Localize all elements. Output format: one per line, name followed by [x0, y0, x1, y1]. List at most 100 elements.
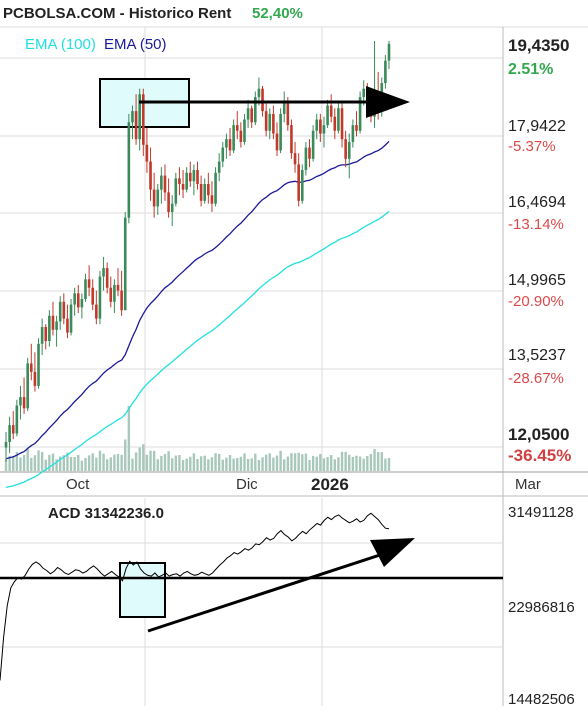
- candle-body: [347, 141, 351, 159]
- candle-body: [282, 102, 286, 114]
- candle-body: [131, 111, 134, 123]
- candle-body: [145, 144, 149, 162]
- volume-bar: [340, 451, 344, 471]
- volume-bars: [4, 406, 391, 471]
- candle-body: [138, 94, 141, 140]
- x-tick-label: Mar: [515, 476, 541, 493]
- acd-layer: [0, 512, 503, 681]
- candle-body: [55, 321, 58, 330]
- price-grid: [0, 26, 588, 706]
- volume-bar: [120, 454, 123, 471]
- candle-body: [167, 192, 170, 213]
- volume-bar: [167, 451, 170, 471]
- volume-bar: [8, 455, 11, 471]
- ema100-line: [5, 210, 390, 489]
- annotation-lines: [139, 86, 410, 118]
- candle-body: [387, 43, 391, 61]
- price-label: 16,4694: [508, 194, 566, 211]
- candle-body: [80, 298, 84, 308]
- price-label: 19,4350: [508, 36, 569, 55]
- candle-body: [149, 161, 152, 190]
- candle-body: [170, 203, 174, 213]
- volume-bar: [185, 458, 188, 471]
- annotation-arrowhead: [366, 86, 410, 118]
- volume-bar: [174, 455, 178, 471]
- candle-body: [290, 125, 293, 154]
- volume-bar: [131, 458, 134, 471]
- ema50-layer: [5, 140, 390, 460]
- volume-bar: [304, 453, 308, 471]
- candle-body: [37, 343, 40, 386]
- volume-bar: [254, 453, 257, 471]
- pct-label: -13.14%: [508, 216, 564, 233]
- volume-bar: [116, 454, 120, 471]
- volume-bar: [272, 457, 275, 471]
- volume-bar: [293, 453, 297, 471]
- volume-bar: [12, 456, 15, 471]
- candle-body: [217, 161, 221, 173]
- volume-bar: [380, 452, 383, 471]
- price-label: 12,0500: [508, 425, 569, 444]
- volume-bar: [80, 460, 84, 471]
- candle-body: [355, 125, 358, 131]
- candle-body: [44, 327, 48, 342]
- volume-bar: [221, 459, 224, 471]
- volume-bar: [138, 447, 141, 471]
- price-label: 17,9422: [508, 118, 566, 135]
- volume-bar: [149, 450, 152, 471]
- candle-body: [8, 425, 11, 442]
- candle-body: [127, 122, 131, 218]
- price-label: 14,9965: [508, 272, 566, 289]
- volume-bar: [98, 450, 102, 471]
- candle-body: [134, 111, 138, 140]
- volume-bar: [163, 453, 167, 471]
- candle-body: [113, 284, 116, 302]
- candle-body: [199, 184, 203, 201]
- volume-bar: [366, 456, 369, 471]
- volume-bar: [362, 458, 365, 471]
- candle-body: [98, 276, 102, 319]
- candle-body: [62, 301, 66, 319]
- candle-body: [181, 184, 185, 190]
- volume-bar: [26, 448, 29, 471]
- candle-body: [232, 125, 235, 151]
- candle-body: [185, 172, 188, 190]
- volume-bar: [105, 459, 109, 471]
- candle-body: [272, 113, 275, 134]
- volume-bar: [214, 453, 217, 471]
- volume-bar: [358, 456, 362, 471]
- candle-body: [300, 169, 304, 201]
- volume-bar: [203, 455, 206, 471]
- candle-body: [275, 133, 279, 151]
- candle-body: [69, 304, 73, 333]
- volume-bar: [142, 444, 145, 471]
- candle-body: [239, 130, 243, 142]
- volume-bar: [207, 459, 210, 471]
- volume-bar: [344, 451, 347, 471]
- candle-body: [196, 169, 199, 185]
- candle-body: [319, 119, 322, 134]
- candle-body: [315, 119, 319, 131]
- volume-bar: [236, 458, 239, 471]
- candle-body: [254, 97, 257, 123]
- volume-bar: [37, 450, 40, 471]
- candlestick-series: [4, 41, 391, 462]
- volume-bar: [62, 455, 66, 471]
- volume-bar: [387, 458, 391, 471]
- volume-bar: [275, 455, 279, 471]
- volume-bar: [30, 457, 33, 471]
- volume-bar: [228, 455, 232, 471]
- volume-bar: [199, 456, 203, 471]
- volume-bar: [337, 457, 340, 471]
- candle-body: [351, 125, 355, 142]
- candle-body: [322, 125, 326, 134]
- legend-ema50: EMA (50): [104, 36, 167, 53]
- price-axis: 19,4350 2.51% 17,9422 -5.37% 16,4694 -13…: [508, 36, 571, 465]
- x-tick-label: Dic: [236, 476, 258, 493]
- volume-bar: [326, 457, 329, 471]
- volume-bar: [77, 455, 80, 471]
- rent-value: 52,40%: [252, 5, 303, 22]
- volume-bar: [124, 439, 127, 471]
- candle-body: [333, 116, 337, 131]
